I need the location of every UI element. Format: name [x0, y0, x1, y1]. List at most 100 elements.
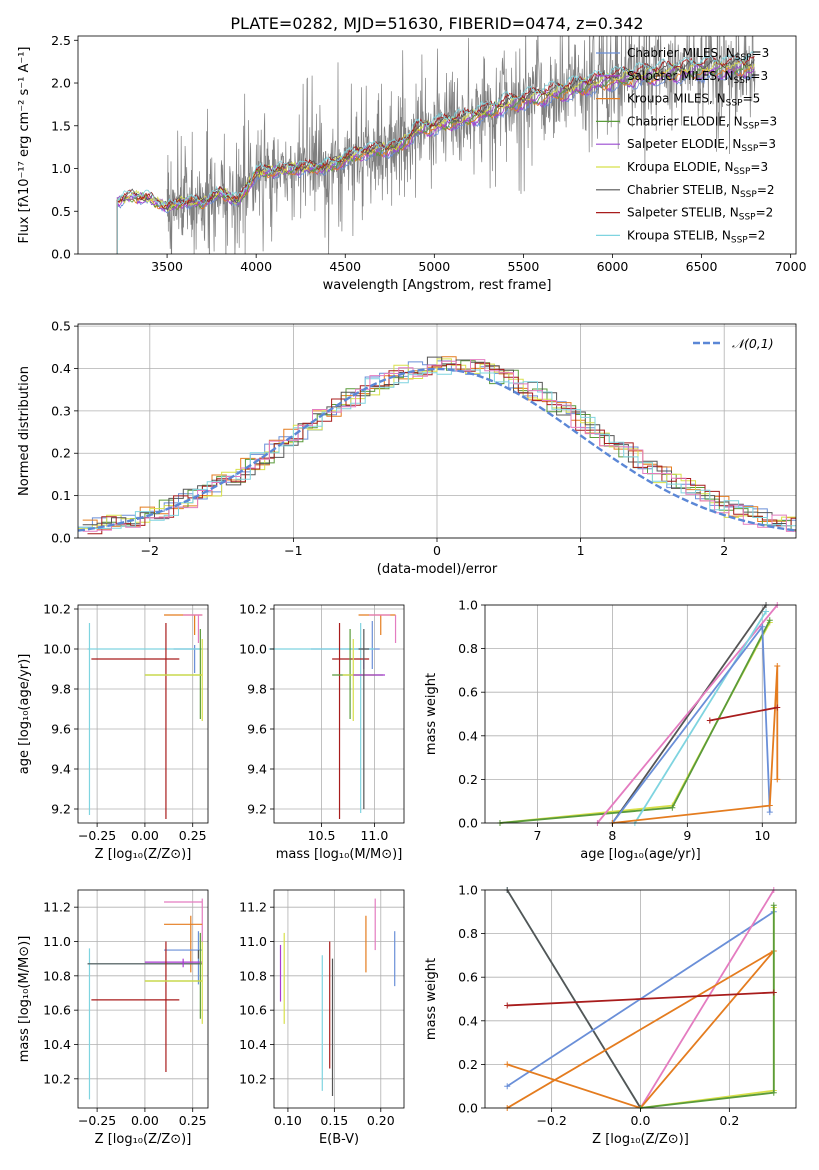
frame-mass-Z: [77, 889, 209, 1109]
frame-age-Z: [77, 604, 209, 824]
legend-entry: Salpeter STELIB, NSSP=2: [627, 206, 773, 223]
y-tick-label: 0.4: [458, 1013, 478, 1028]
x-axis-label: mass [log₁₀(M/M⊙)]: [276, 847, 403, 862]
y-axis-label: Flux [fλ10⁻¹⁷ erg cm⁻² s⁻¹ A⁻¹]: [17, 47, 32, 244]
y-tick-label: 0.0: [458, 816, 478, 831]
weight-line: [640, 907, 775, 1109]
weight-line: [507, 991, 774, 1007]
x-tick-label: 7: [533, 828, 541, 843]
y-axis-label: mass [log₁₀(M/M⊙)]: [17, 936, 32, 1063]
frame-mass-EBV: [273, 889, 405, 1109]
x-axis-label: Z [log₁₀(Z/Z⊙)]: [95, 1132, 192, 1147]
legend-entry: Chabrier STELIB, NSSP=2: [627, 183, 775, 200]
legend-entry: Salpeter MILES, NSSP=3: [627, 69, 768, 86]
plot-area-mass-EBV: [279, 898, 396, 1096]
x-tick-label: −0.25: [78, 1113, 116, 1128]
x-tick-label: 4000: [240, 259, 272, 274]
legend-value: =2: [757, 183, 775, 197]
frame-weight-Z: [484, 889, 797, 1109]
y-tick-label: 9.4: [51, 762, 71, 777]
x-axis-label: age [log₁₀(age/yr)]: [580, 847, 701, 862]
y-axis-label: age [log₁₀(age/yr)]: [17, 654, 32, 775]
x-tick-label: 0.00: [131, 828, 159, 843]
figure-title: PLATE=0282, MJD=51630, FIBERID=0474, z=0…: [230, 14, 643, 33]
legend-value: =5: [743, 92, 761, 106]
x-tick-label: 0.20: [367, 1113, 395, 1128]
axes-weight-age: [485, 602, 796, 826]
frame-residuals: [77, 323, 797, 539]
x-tick-label: 4500: [329, 259, 361, 274]
subscript: SSP: [740, 190, 757, 200]
y-tick-label: 9.4: [247, 762, 267, 777]
x-axis-label: Z [log₁₀(Z/Z⊙)]: [95, 847, 192, 862]
weight-marker: [774, 663, 781, 670]
x-tick-label: 0: [433, 543, 441, 558]
frame-spectrum: [77, 35, 797, 255]
histogram-line: [82, 356, 796, 531]
x-tick-label: 0.25: [179, 1113, 207, 1128]
y-tick-label: 10.6: [239, 1003, 267, 1018]
weight-marker: [759, 623, 766, 630]
data-spectrum-line: [166, 36, 756, 254]
weight-line: [506, 889, 642, 1109]
residual-legend: 𝒩(0,1): [693, 336, 774, 351]
axes-weight-Z: [485, 887, 796, 1111]
x-tick-label: 0.0: [631, 1113, 651, 1128]
legend-entry: Kroupa STELIB, NSSP=2: [627, 228, 765, 245]
y-tick-label: 0.1: [51, 488, 71, 503]
x-tick-label: 6000: [597, 259, 629, 274]
x-tick-label: 5000: [418, 259, 450, 274]
ticks-mass-Z: −0.25 0.00 0.25 10.2 10.4 10.6 10.8 11.0 11.2 Z […: [17, 900, 207, 1147]
legend-value: =3: [759, 114, 777, 128]
x-tick-label: 1: [577, 543, 585, 558]
weight-line: [612, 665, 779, 824]
y-tick-label: 0.8: [458, 926, 478, 941]
x-tick-label: 7000: [775, 259, 807, 274]
weight-line: [640, 905, 775, 1109]
model-spectrum-line: [116, 58, 755, 254]
y-axis-label: Normed distribution: [17, 366, 32, 496]
weight-marker: [766, 802, 773, 809]
axes-age-Z: [78, 605, 208, 823]
x-tick-label: −0.2: [536, 1113, 566, 1128]
axes-spectrum: [116, 36, 756, 254]
subscript: SSP: [726, 99, 743, 109]
y-tick-label: 10.2: [239, 1071, 267, 1086]
weight-marker: [774, 704, 781, 711]
histogram-line: [87, 360, 796, 531]
y-tick-label: 0.0: [51, 247, 71, 262]
weight-marker: [766, 617, 773, 624]
legend-entry: Chabrier ELODIE, NSSP=3: [627, 114, 777, 131]
subscript: SSP: [739, 213, 756, 223]
weight-marker: [770, 1089, 777, 1096]
y-tick-label: 1.0: [458, 883, 478, 898]
x-tick-label: −0.25: [78, 828, 116, 843]
panels: 3500 4000 4500 5000 5500 6000 6500 7000 0.0 0.5 1.…: [17, 33, 807, 1147]
y-tick-label: 11.2: [43, 900, 71, 915]
weight-line: [506, 950, 775, 1110]
weight-marker: [504, 1061, 511, 1068]
axes-mass-EBV: [274, 890, 404, 1108]
plot-area-age-mass: [268, 614, 397, 819]
subscript: SSP: [734, 76, 751, 86]
x-axis-label: E(B-V): [319, 1132, 359, 1147]
weight-marker: [504, 1002, 511, 1009]
y-tick-label: 10.8: [239, 968, 267, 983]
y-tick-label: 10.2: [43, 1071, 71, 1086]
subscript: SSP: [731, 235, 748, 245]
x-tick-label: 0.15: [320, 1113, 348, 1128]
ticks-weight-age: 7 8 9 10 0.0 0.2 0.4 0.6 0.8 1.0 age [log₁₀(age/yr…: [424, 598, 770, 863]
x-axis-label: (data-model)/error: [377, 562, 498, 577]
legend-entry: Salpeter ELODIE, NSSP=3: [627, 137, 776, 154]
y-tick-label: 0.0: [51, 531, 71, 546]
model-spectrum-line: [116, 61, 755, 254]
weight-marker: [763, 608, 770, 615]
legend-value: =3: [758, 137, 776, 151]
x-tick-label: 8: [608, 828, 616, 843]
weight-line: [639, 889, 775, 1109]
y-tick-label: 10.0: [43, 642, 71, 657]
y-tick-label: 0.8: [458, 641, 478, 656]
legend-value: =3: [750, 160, 768, 174]
x-tick-label: 9: [683, 828, 691, 843]
